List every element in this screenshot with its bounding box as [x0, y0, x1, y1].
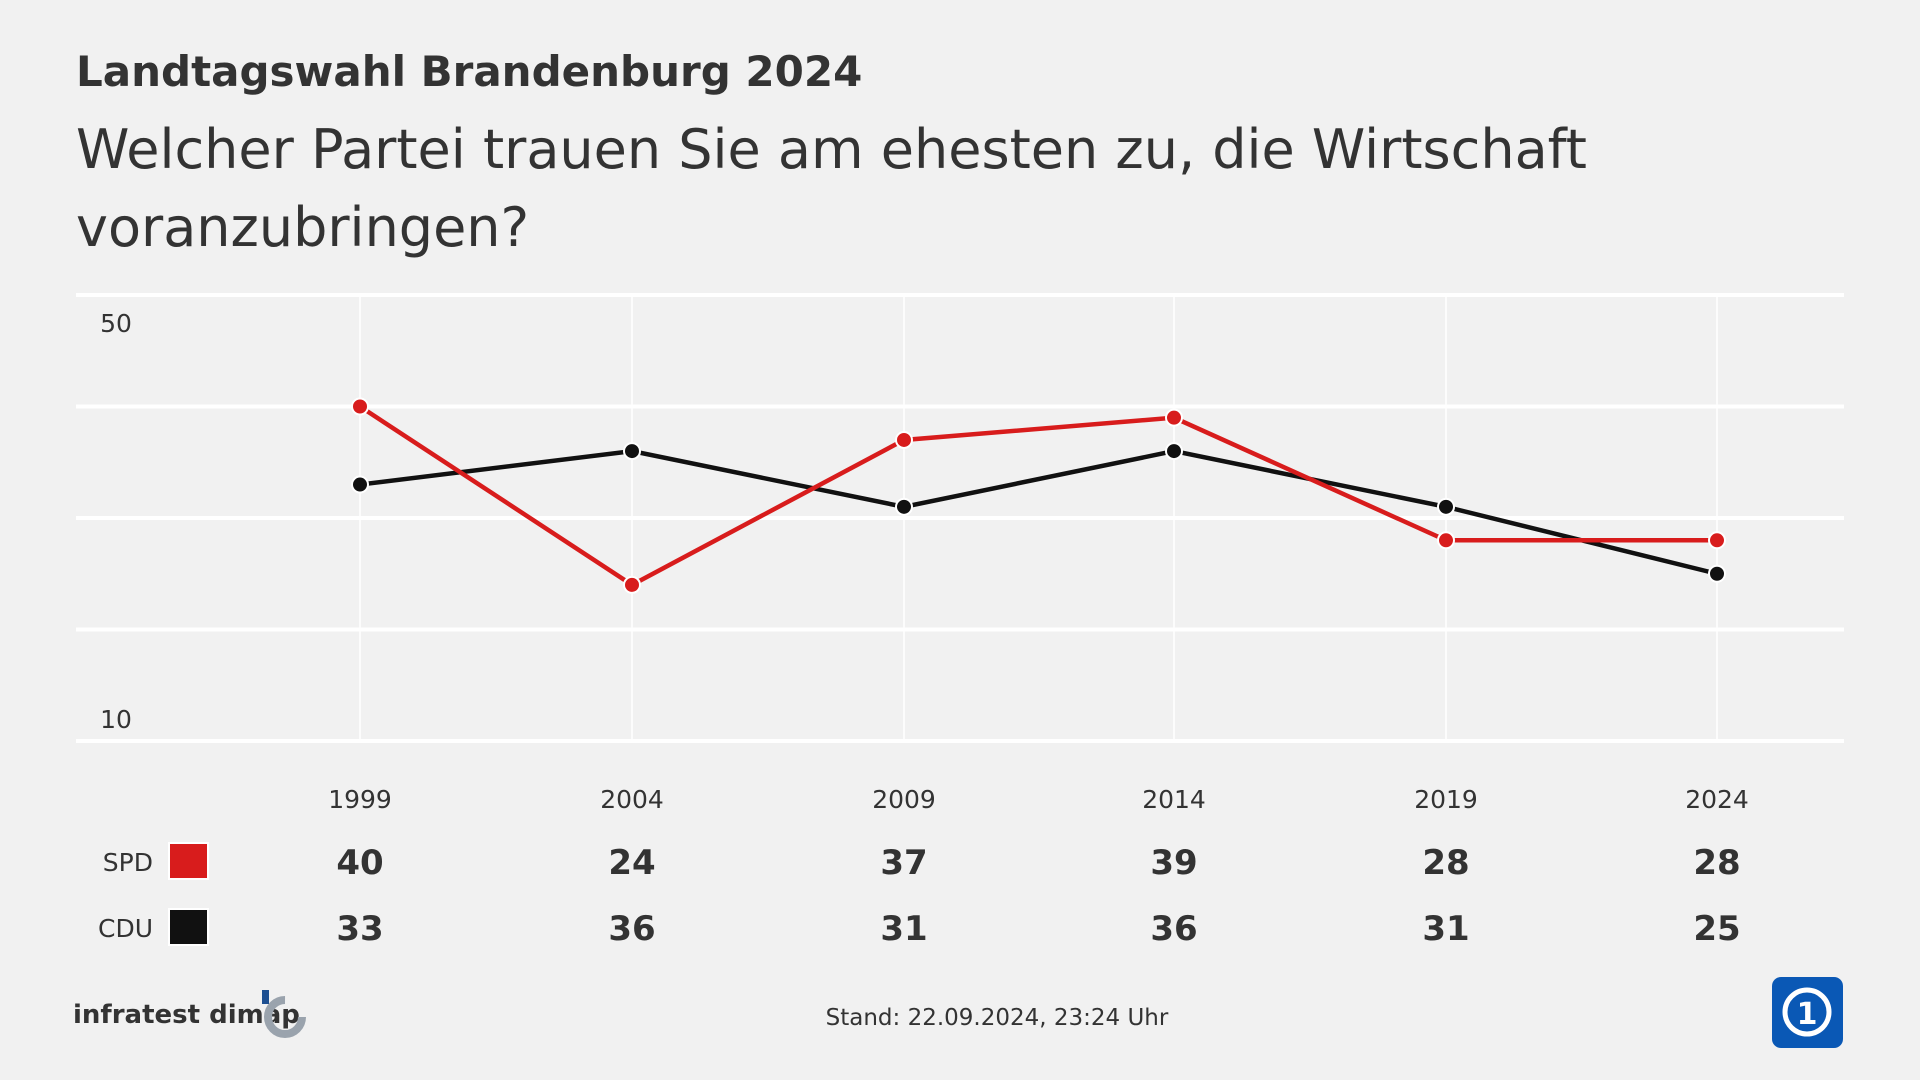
data-point-spd: [1708, 531, 1726, 550]
x-tick-label: 1999: [328, 785, 392, 814]
legend-swatch: [168, 842, 209, 880]
question-line-1: Welcher Partei trauen Sie am ehesten zu,…: [76, 118, 1587, 181]
data-label: 37: [880, 843, 927, 883]
data-label: 36: [608, 909, 655, 949]
data-point-cdu: [1165, 442, 1183, 461]
data-point-cdu: [351, 475, 369, 494]
data-point-cdu: [1708, 564, 1726, 583]
x-tick-label: 2004: [600, 785, 664, 814]
y-tick-label: 50: [100, 309, 132, 338]
stand-timestamp: Stand: 22.09.2024, 23:24 Uhr: [826, 1005, 1169, 1031]
data-point-spd: [1437, 531, 1455, 550]
data-label: 28: [1693, 843, 1740, 883]
data-label: 24: [608, 843, 655, 883]
legend-label: SPD: [103, 848, 153, 877]
data-point-cdu: [623, 442, 641, 461]
x-tick-label: 2019: [1414, 785, 1478, 814]
data-label: 28: [1422, 843, 1469, 883]
question-line-2: voranzubringen?: [76, 196, 529, 259]
ard-logo: 1: [1772, 977, 1843, 1048]
data-label: 40: [336, 843, 383, 883]
data-point-spd: [623, 575, 641, 594]
legend-swatch: [168, 908, 209, 946]
data-point-cdu: [895, 497, 913, 516]
data-label: 25: [1693, 909, 1740, 949]
data-label: 36: [1150, 909, 1197, 949]
x-tick-label: 2014: [1142, 785, 1206, 814]
source-label: infratest dimap: [73, 1000, 300, 1030]
x-tick-label: 2024: [1685, 785, 1749, 814]
data-point-spd: [895, 430, 913, 449]
infratest-dimap-logo: infratest dimap: [73, 990, 306, 1038]
svg-text:1: 1: [1797, 997, 1818, 1032]
series-line-spd: [358, 404, 1717, 588]
data-label: 31: [880, 909, 927, 949]
data-point-spd: [351, 397, 369, 416]
x-tick-label: 2009: [872, 785, 936, 814]
series-line-cdu: [359, 448, 1718, 576]
y-tick-label: 10: [100, 705, 132, 734]
legend-label: CDU: [98, 914, 153, 943]
chart-title: Landtagswahl Brandenburg 2024: [76, 47, 862, 96]
data-label: 31: [1422, 909, 1469, 949]
data-label: 33: [336, 909, 383, 949]
data-point-cdu: [1437, 497, 1455, 516]
data-point-spd: [1165, 408, 1183, 427]
data-label: 39: [1150, 843, 1197, 883]
